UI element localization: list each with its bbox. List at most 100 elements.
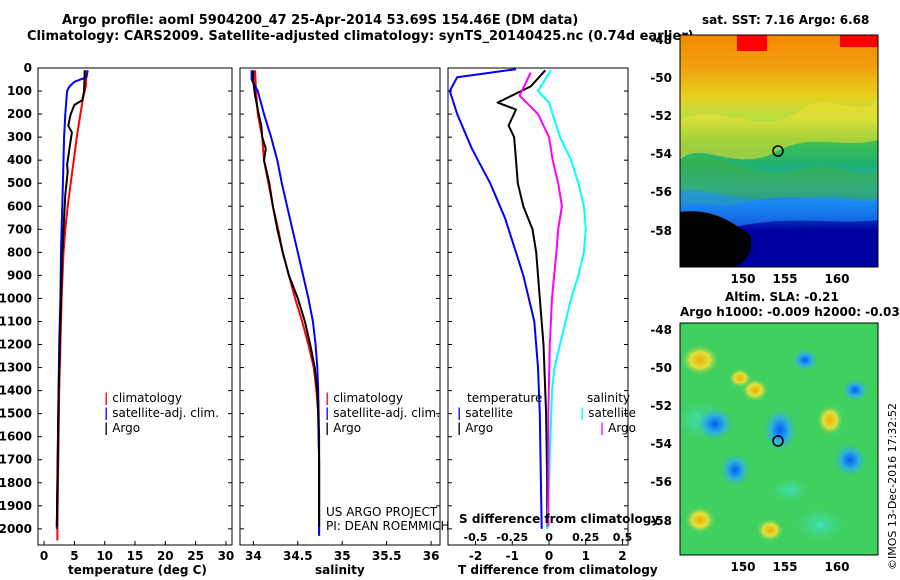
temperature-legend: | climatology | satellite-adj. clim. | A… xyxy=(104,391,219,436)
legend-item-climatology: | climatology xyxy=(325,391,403,405)
sla-ytick: -50 xyxy=(650,361,672,375)
legend-item-satellite: | satellite-adj. clim. xyxy=(104,406,220,420)
sla-map-title-1: Altim. SLA: -0.21 xyxy=(725,290,839,304)
sst-ytick: -56 xyxy=(650,185,672,199)
salinity-series-argo xyxy=(252,70,321,527)
depth-tick-label: 1000 xyxy=(0,291,32,305)
sst-no-data-region xyxy=(680,211,752,267)
depth-tick-label: 1100 xyxy=(0,314,32,328)
legend-item-argo: | Argo xyxy=(325,421,362,435)
depth-tick-label: 1600 xyxy=(0,430,32,444)
depth-tick-label: 0 xyxy=(24,61,32,75)
x-tick-label: 0 xyxy=(40,549,48,563)
salinity-legend: | climatology | satellite-adj. clim. | A… xyxy=(325,391,440,436)
secondary-x-tick-label: -0.25 xyxy=(496,531,528,544)
salinity-plot-frame xyxy=(239,67,441,546)
depth-tick-label: 1700 xyxy=(0,453,32,467)
x-tick-label: 34.5 xyxy=(283,549,313,563)
sst-ytick: -48 xyxy=(650,33,672,47)
legend-heading: temperature xyxy=(467,391,543,405)
sla-ytick: -58 xyxy=(650,514,672,528)
temperature-panel: 0100200300400500600700800900100011001200… xyxy=(0,61,234,563)
x-tick-label: -1 xyxy=(506,549,519,563)
x-tick-label: -2 xyxy=(469,549,482,563)
legend-item-argo: | Argo xyxy=(104,421,141,435)
diff-temperature-legend: temperature | satellite | Argo xyxy=(457,391,542,436)
credit-line-2: PI: DEAN ROEMMICH xyxy=(326,519,450,533)
legend-item-satellite: | satellite-adj. clim. xyxy=(325,406,441,420)
x-tick-label: 35 xyxy=(334,549,351,563)
sst-map-title: sat. SST: 7.16 Argo: 6.68 xyxy=(702,13,870,27)
secondary-x-tick-label: 0 xyxy=(545,531,553,544)
legend-item-climatology: | climatology xyxy=(104,391,182,405)
sst-ytick: -52 xyxy=(650,109,672,123)
temperature-xlabel: temperature (deg C) xyxy=(68,563,207,577)
depth-tick-label: 1500 xyxy=(0,407,32,421)
x-tick-label: 35.5 xyxy=(372,549,402,563)
legend-item-satellite: | satellite xyxy=(457,406,514,420)
legend-item-argo: | Argo xyxy=(457,421,494,435)
x-tick-label: 36 xyxy=(423,549,440,563)
x-tick-label: 2 xyxy=(618,549,626,563)
x-tick-label: 1 xyxy=(582,549,590,563)
sst-ytick: -58 xyxy=(650,224,672,238)
sst-xtick: 155 xyxy=(772,272,797,286)
imos-watermark: ©IMOS 13-Dec-2016 17:32:52 xyxy=(886,403,899,570)
x-tick-label: 30 xyxy=(218,549,235,563)
sst-warm-patch xyxy=(840,35,878,47)
sla-ytick: -56 xyxy=(650,475,672,489)
depth-tick-label: 100 xyxy=(7,84,32,98)
temperature-series-argo xyxy=(55,70,86,527)
x-tick-label: 10 xyxy=(96,549,113,563)
depth-tick-label: 1300 xyxy=(0,361,32,375)
difference-panel: -2 -1 0 1 2 -0.5 -0.25 0 0.25 0.5 xyxy=(447,67,633,563)
sst-ytick: -54 xyxy=(650,147,672,161)
depth-tick-label: 700 xyxy=(7,222,32,236)
legend-item-argo: | Argo xyxy=(599,421,637,435)
x-tick-label: 34 xyxy=(245,549,262,563)
depth-tick-label: 400 xyxy=(7,153,32,167)
title-line-2: Climatology: CARS2009. Satellite-adjuste… xyxy=(27,29,694,44)
x-tick-label: 20 xyxy=(157,549,174,563)
depth-tick-label: 1400 xyxy=(0,384,32,398)
sst-ytick: -50 xyxy=(650,71,672,85)
x-tick-label: 25 xyxy=(187,549,204,563)
depth-tick-label: 2000 xyxy=(0,522,32,536)
sla-xtick: 160 xyxy=(824,560,849,574)
sst-xtick: 160 xyxy=(824,272,849,286)
depth-tick-label: 200 xyxy=(7,107,32,121)
difference-series-temperature-satellite xyxy=(448,68,543,529)
difference-series-salinity-satellite xyxy=(537,69,587,529)
depth-tick-label: 800 xyxy=(7,245,32,259)
salinity-panel: 34 34.5 35 35.5 36 xyxy=(239,67,441,563)
difference-plot-frame xyxy=(447,67,629,546)
sla-xtick: 155 xyxy=(772,560,797,574)
sst-warm-patch xyxy=(737,35,767,51)
temperature-plot-frame xyxy=(37,67,233,546)
sla-map: -48 -50 -52 -54 -56 -58 150 155 160 xyxy=(650,322,879,574)
sla-xtick: 150 xyxy=(730,560,755,574)
sst-map: -48 -50 -52 -54 -56 -58 150 155 160 xyxy=(650,33,879,286)
secondary-x-tick-label: -0.5 xyxy=(464,531,488,544)
secondary-x-tick-label: 0.25 xyxy=(572,531,599,544)
depth-tick-label: 1800 xyxy=(0,476,32,490)
sla-ytick: -54 xyxy=(650,437,672,451)
difference-xlabel: T difference from climatology xyxy=(458,563,658,577)
sla-ytick: -52 xyxy=(650,399,672,413)
difference-series-salinity-argo xyxy=(518,72,563,527)
depth-tick-label: 1200 xyxy=(0,338,32,352)
x-tick-label: 5 xyxy=(70,549,78,563)
difference-secondary-xlabel: S difference from climatology xyxy=(459,512,660,526)
depth-tick-label: 1900 xyxy=(0,499,32,513)
depth-tick-label: 500 xyxy=(7,176,32,190)
argo-position-marker xyxy=(772,145,784,157)
diff-salinity-legend: salinity | satellite | Argo xyxy=(580,391,636,436)
argo-position-marker xyxy=(772,435,784,447)
salinity-series-satellite-adj-clim- xyxy=(250,70,321,536)
depth-tick-label: 600 xyxy=(7,199,32,213)
secondary-x-tick-label: 0.5 xyxy=(613,531,633,544)
legend-heading: salinity xyxy=(586,391,631,405)
depth-tick-label: 300 xyxy=(7,130,32,144)
legend-item-satellite: | satellite xyxy=(580,406,637,420)
